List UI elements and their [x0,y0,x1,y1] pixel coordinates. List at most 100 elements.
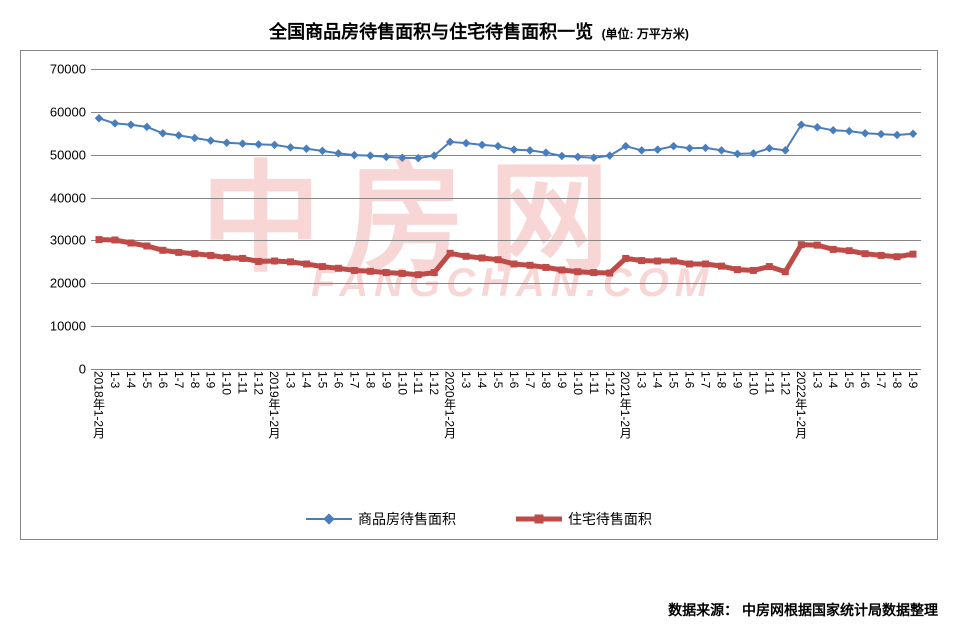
series-marker [846,247,853,254]
x-tick-label: 1-12 [427,371,441,395]
series-marker [798,241,805,248]
x-tick-label: 1-4 [475,371,489,388]
x-tick-label: 1-3 [810,371,824,388]
chart-lines-svg [91,69,921,369]
legend-marker-series2 [516,512,562,526]
series-marker [367,268,374,275]
series-marker [590,153,598,161]
series-marker [463,253,470,260]
series-marker [829,126,837,134]
x-tick-label: 2020年1-2月 [442,371,459,439]
x-tick-label: 1-12 [778,371,792,395]
series-marker [766,263,773,270]
series-marker [143,123,151,131]
series-marker [558,267,565,274]
series-marker [95,236,102,243]
x-tick-label: 1-7 [172,371,186,388]
x-tick-label: 1-9 [730,371,744,388]
x-tick-label: 1-8 [539,371,553,388]
series-marker [191,250,198,257]
series-marker [510,145,518,153]
x-tick-label: 1-11 [587,371,601,394]
series-marker [574,268,581,275]
x-tick-label: 1-6 [156,371,170,388]
legend-marker-series1 [306,512,352,526]
legend: 商品房待售面积 住宅待售面积 [21,509,937,529]
y-tick-label: 50000 [31,147,86,162]
legend-item-series2: 住宅待售面积 [516,509,652,529]
x-tick-label: 1-8 [363,371,377,388]
legend-label-series2: 住宅待售面积 [568,509,652,529]
series-marker [479,255,486,262]
series-marker [287,258,294,265]
x-tick-label: 1-7 [874,371,888,388]
series-marker [318,147,326,155]
x-tick-label: 1-6 [858,371,872,388]
source-value: 中房网根据国家统计局数据整理 [742,602,938,618]
series-marker [303,261,310,268]
x-tick-label: 1-9 [906,371,920,388]
x-tick-label: 1-10 [571,371,585,395]
y-tick-label: 0 [31,362,86,377]
series-marker [255,258,262,265]
chart-unit: (单位: 万平方米) [602,27,689,41]
series-line [99,240,913,275]
gridline [91,369,921,370]
series-marker [685,144,693,152]
series-marker [542,264,549,271]
series-marker [845,127,853,135]
series-marker [701,144,709,152]
x-tick-label: 1-5 [140,371,154,388]
series-marker [606,270,613,277]
series-marker [814,242,821,249]
series-marker [637,146,645,154]
series-marker [382,153,390,161]
x-tick-label: 1-4 [299,371,313,388]
x-tick-label: 1-5 [315,371,329,388]
x-tick-label: 1-6 [683,371,697,388]
series-marker [462,139,470,147]
series-marker [239,255,246,262]
x-tick-label: 1-10 [395,371,409,395]
series-marker [765,144,773,152]
series-marker [271,258,278,265]
chart-title: 全国商品房待售面积与住宅待售面积一览 [269,22,593,42]
series-marker [302,144,310,152]
series-marker [159,247,166,254]
chart-area: 中房网 FANGCHAN.COM 01000020000300004000050… [20,50,938,540]
x-tick-label: 1-4 [124,371,138,388]
series-marker [111,119,119,127]
series-marker [127,240,134,247]
series-marker [159,129,167,137]
series-marker [813,123,821,131]
x-tick-label: 1-3 [284,371,298,388]
x-tick-label: 1-10 [746,371,760,395]
y-tick-label: 10000 [31,319,86,334]
y-tick-label: 70000 [31,62,86,77]
series-marker [399,270,406,277]
series-marker [111,237,118,244]
series-marker [127,120,135,128]
series-marker [861,129,869,137]
x-tick-label: 2018年1-2月 [90,371,107,439]
series-marker [574,153,582,161]
series-marker [207,252,214,259]
series-marker [175,131,183,139]
x-tick-label: 1-4 [651,371,665,388]
x-tick-label: 1-12 [603,371,617,395]
series-marker [350,151,358,159]
x-tick-label: 1-9 [204,371,218,388]
source-label: 数据来源： [668,602,738,618]
x-tick-label: 2022年1-2月 [793,371,810,439]
series-marker [351,267,358,274]
series-marker [782,268,789,275]
series-marker [909,129,917,137]
series-marker [254,140,262,148]
x-axis-labels: 2018年1-2月1-31-41-51-61-71-81-91-101-111-… [91,371,921,501]
series-marker [734,266,741,273]
series-marker [191,134,199,142]
series-marker [558,152,566,160]
x-tick-label: 2021年1-2月 [617,371,634,439]
series-marker [606,151,614,159]
series-marker [590,269,597,276]
